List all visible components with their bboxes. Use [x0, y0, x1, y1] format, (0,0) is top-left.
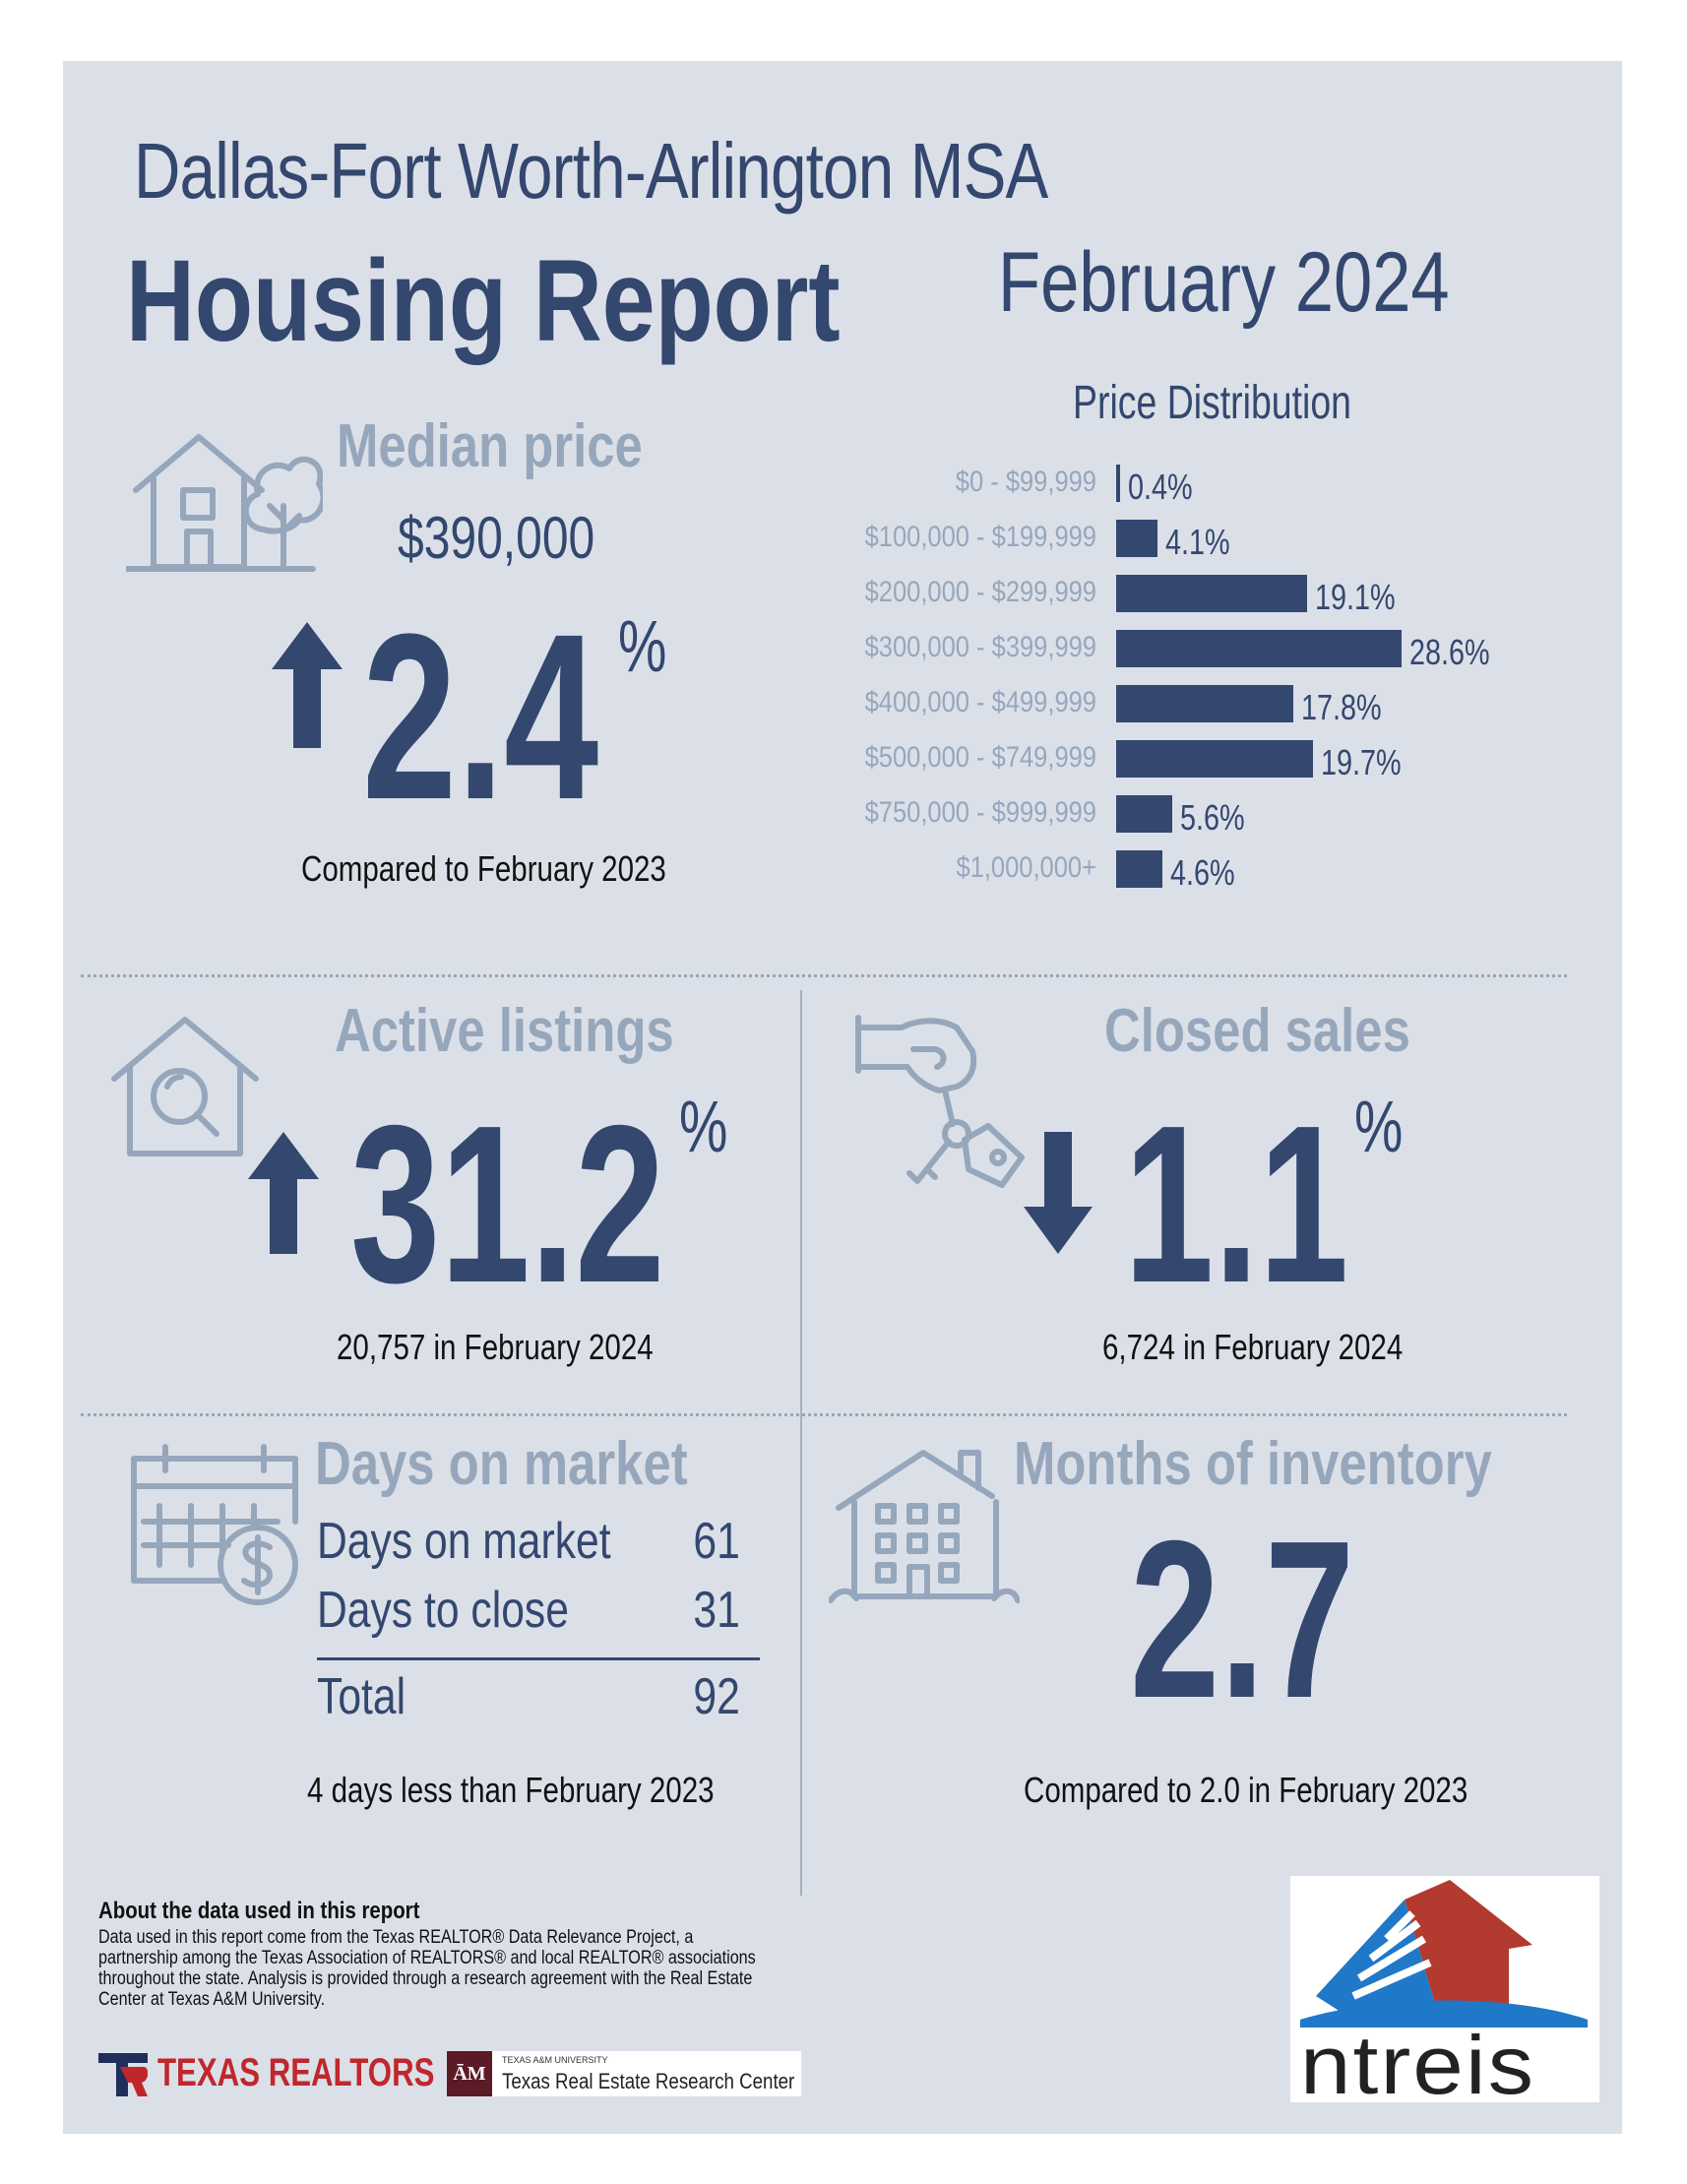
- months-inventory-heading: Months of inventory: [1014, 1430, 1492, 1498]
- price-bar: [1116, 575, 1307, 612]
- price-bar-value: 4.1%: [1164, 522, 1230, 562]
- days-on-market-heading: Days on market: [315, 1430, 688, 1498]
- price-bar-value: 17.8%: [1301, 687, 1383, 727]
- total-label: Total: [317, 1668, 406, 1725]
- active-listings-unit: %: [679, 1086, 728, 1167]
- house-search-icon: [111, 1017, 259, 1156]
- price-bar: [1116, 740, 1313, 778]
- house-tree-icon: [126, 434, 323, 572]
- region-title: Dallas-Fort Worth-Arlington MSA: [134, 127, 1048, 215]
- days-on-market-value: 61: [693, 1513, 740, 1570]
- price-distribution-row: $300,000 - $399,999 28.6%: [0, 628, 1559, 672]
- price-range-label: $400,000 - $499,999: [864, 686, 1096, 718]
- apartment-building-icon: [829, 1450, 1020, 1603]
- tamu-mark: ĀM: [447, 2051, 492, 2096]
- median-price-note: Compared to February 2023: [301, 848, 666, 889]
- tamu-text: Texas Real Estate Research Center: [502, 2069, 795, 2093]
- days-to-close-value: 31: [693, 1582, 740, 1639]
- price-bar-value: 5.6%: [1179, 797, 1245, 838]
- report-sheet: [63, 61, 1622, 2134]
- months-inventory-value: 2.7: [1130, 1495, 1355, 1745]
- price-bar-value: 19.1%: [1314, 577, 1396, 617]
- closed-sales-note: 6,724 in February 2024: [1102, 1327, 1404, 1367]
- divider-vertical: [800, 990, 802, 1896]
- price-range-label: $300,000 - $399,999: [864, 631, 1096, 663]
- price-distribution-row: $500,000 - $749,999 19.7%: [0, 738, 1559, 782]
- price-bar: [1116, 685, 1294, 722]
- price-distribution-row: $1,000,000+ 4.6%: [0, 848, 1559, 893]
- price-bar-value: 28.6%: [1409, 632, 1490, 672]
- price-range-label: $200,000 - $299,999: [864, 576, 1096, 608]
- price-distribution-row: $750,000 - $999,999 5.6%: [0, 793, 1559, 838]
- median-price-heading: Median price: [337, 412, 643, 480]
- price-bar: [1116, 630, 1402, 667]
- tamu-small-text: TEXAS A&M UNIVERSITY: [502, 2055, 608, 2065]
- price-distribution-row: $100,000 - $199,999 4.1%: [0, 518, 1559, 562]
- price-bar: [1116, 795, 1172, 833]
- price-bar: [1116, 465, 1121, 502]
- price-bar-value: 19.7%: [1320, 742, 1402, 782]
- price-range-label: $0 - $99,999: [955, 466, 1096, 498]
- price-bar-value: 4.6%: [1169, 852, 1235, 893]
- closed-sales-heading: Closed sales: [1104, 997, 1410, 1065]
- total-rule: [317, 1657, 760, 1660]
- active-listings-heading: Active listings: [335, 997, 674, 1065]
- closed-sales-unit: %: [1354, 1086, 1404, 1167]
- price-range-label: $750,000 - $999,999: [864, 796, 1096, 829]
- arrow-down-icon: [1024, 1132, 1093, 1254]
- texas-realtors-logo-mark: [98, 2053, 148, 2096]
- price-distribution-row: $0 - $99,999 0.4%: [0, 463, 1559, 507]
- arrow-up-icon: [272, 622, 343, 748]
- price-bar: [1116, 850, 1162, 888]
- ntreis-logo: ntreis: [1290, 1876, 1599, 2106]
- texas-realtors-logo: TEXAS REALTORS: [157, 2051, 435, 2094]
- report-title: Housing Report: [126, 236, 841, 366]
- median-price-change: 2.4: [362, 585, 599, 848]
- days-on-market-note: 4 days less than February 2023: [307, 1770, 715, 1810]
- ntreis-wordmark: ntreis: [1300, 2019, 1536, 2111]
- price-distribution-row: $200,000 - $299,999 19.1%: [0, 573, 1559, 617]
- divider-middle: [81, 1413, 1567, 1416]
- about-text: Data used in this report come from the T…: [98, 1927, 756, 2010]
- median-price-value: $390,000: [398, 505, 595, 571]
- price-bar-value: 0.4%: [1128, 467, 1193, 507]
- price-range-label: $100,000 - $199,999: [864, 521, 1096, 553]
- closed-sales-change: 1.1: [1124, 1080, 1349, 1330]
- price-distribution-row: $400,000 - $499,999 17.8%: [0, 683, 1559, 727]
- months-inventory-note: Compared to 2.0 in February 2023: [1024, 1770, 1468, 1810]
- calendar-dollar-icon: [131, 1444, 298, 1605]
- days-on-market-label: Days on market: [317, 1513, 611, 1570]
- price-range-label: $500,000 - $749,999: [864, 741, 1096, 774]
- median-price-unit: %: [618, 605, 667, 687]
- hand-keys-icon: [855, 1015, 1025, 1188]
- tamu-logo: ĀM TEXAS A&M UNIVERSITY Texas Real Estat…: [447, 2051, 801, 2096]
- report-date: February 2024: [998, 235, 1450, 330]
- price-distribution-title: Price Distribution: [1073, 377, 1351, 429]
- total-value: 92: [693, 1668, 740, 1725]
- divider-top: [81, 974, 1567, 977]
- price-bar: [1116, 520, 1157, 557]
- days-to-close-label: Days to close: [317, 1582, 569, 1639]
- about-heading: About the data used in this report: [98, 1898, 420, 1924]
- ntreis-roof-graphic: [1300, 1880, 1588, 2028]
- active-listings-change: 31.2: [350, 1080, 665, 1330]
- price-range-label: $1,000,000+: [956, 851, 1096, 884]
- active-listings-note: 20,757 in February 2024: [337, 1327, 654, 1367]
- arrow-up-icon: [248, 1132, 319, 1254]
